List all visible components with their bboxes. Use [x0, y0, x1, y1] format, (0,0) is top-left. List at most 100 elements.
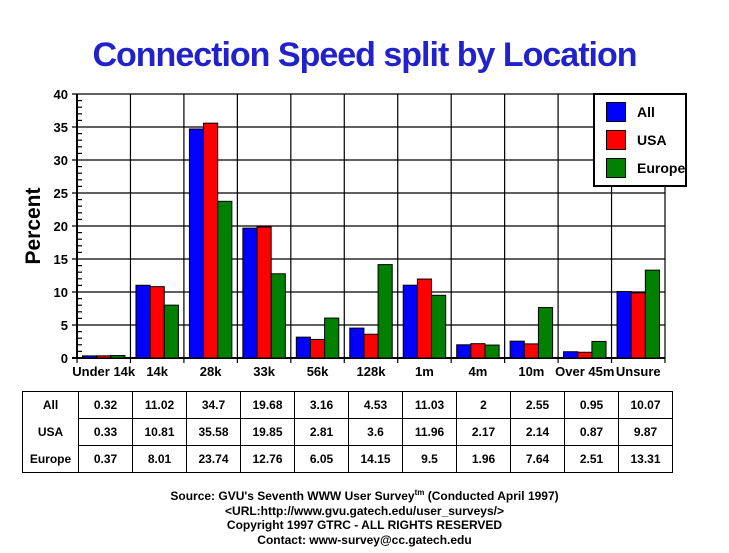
table-cell: 2.17 — [456, 418, 511, 446]
bar-europe-4m — [484, 344, 500, 359]
bar-usa-128k — [363, 333, 379, 359]
bar-all-56k — [295, 336, 311, 359]
table-cell: 0.32 — [78, 391, 133, 419]
table-cell: 13.31 — [618, 445, 673, 473]
bar-all-4m — [456, 344, 472, 359]
legend-swatch-usa — [606, 130, 626, 150]
table-cell: 19.85 — [240, 418, 295, 446]
bar-usa-under-14k — [96, 355, 112, 359]
bar-europe-33k — [270, 273, 286, 359]
x-tick-label: 28k — [200, 364, 222, 379]
table-cell: 0.87 — [564, 418, 619, 446]
table-cell: 8.01 — [132, 445, 187, 473]
bar-europe-56k — [324, 317, 340, 359]
table-cell: 12.76 — [240, 445, 295, 473]
table-cell: 2.81 — [294, 418, 349, 446]
footer-trademark-sup: tm — [414, 488, 425, 497]
x-tick-label: 128k — [357, 364, 387, 379]
table-cell: 19.68 — [240, 391, 295, 419]
table-cell: 3.16 — [294, 391, 349, 419]
table-cell: 0.95 — [564, 391, 619, 419]
bar-all-33k — [242, 227, 258, 359]
bar-usa-1m — [416, 278, 433, 359]
table-cell: 9.87 — [618, 418, 673, 446]
bar-all-10m — [509, 340, 525, 359]
table-cell: 1.96 — [456, 445, 511, 473]
table-cell: 11.96 — [402, 418, 457, 446]
x-tick-label: 14k — [146, 364, 168, 379]
table-cell: 2.14 — [510, 418, 565, 446]
legend-item-all: All — [606, 102, 681, 122]
table-cell: 9.5 — [402, 445, 457, 473]
bar-all-under-14k — [82, 355, 98, 359]
chart-legend: All USA Europe — [593, 93, 687, 187]
y-tick-label: 30 — [54, 153, 68, 168]
bar-europe-10m — [537, 307, 554, 359]
table-row: All 0.32 11.02 34.7 19.68 3.16 4.53 11.03 2 2.55 0… — [22, 391, 673, 419]
bar-all-28k — [188, 128, 205, 359]
bar-europe-28k — [217, 200, 233, 359]
x-tick-label: 33k — [253, 364, 275, 379]
legend-swatch-all — [606, 102, 626, 122]
table-row-label: All — [22, 391, 79, 419]
footer-url-line: <URL:http://www.gvu.gatech.edu/user_surv… — [225, 503, 504, 518]
bar-all-128k — [349, 327, 365, 359]
x-tick-label: Unsure — [616, 364, 661, 379]
bar-usa-unsure — [630, 292, 646, 359]
x-tick-label: 10m — [518, 364, 544, 379]
chart-title: Connection Speed split by Location — [92, 36, 637, 74]
table-cell: 11.02 — [132, 391, 187, 419]
legend-item-europe: Europe — [606, 158, 685, 178]
y-tick-label: 40 — [54, 87, 68, 102]
table-cell: 2.55 — [510, 391, 565, 419]
footer-source-prefix: Source: GVU's Seventh WWW User Survey — [170, 489, 415, 503]
bar-europe-128k — [377, 264, 393, 359]
footer-source-line: Source: GVU's Seventh WWW User Surveytm … — [0, 486, 729, 504]
bar-usa-4m — [470, 343, 486, 359]
bar-all-over-45m — [563, 351, 579, 359]
table-cell: 35.58 — [186, 418, 241, 446]
y-tick-label: 25 — [54, 186, 68, 201]
bar-all-1m — [402, 284, 418, 359]
table-cell: 0.33 — [78, 418, 133, 446]
bar-all-14k — [135, 284, 151, 359]
table-cell: 2 — [456, 391, 511, 419]
table-cell: 7.64 — [510, 445, 565, 473]
bar-usa-28k — [203, 122, 219, 359]
y-tick-label: 20 — [54, 219, 68, 234]
table-row: USA 0.33 10.81 35.58 19.85 2.81 3.6 11.96 2.17 2.… — [22, 418, 673, 446]
bar-usa-over-45m — [577, 351, 593, 359]
footer-source-suffix: (Conducted April 1997) — [424, 489, 559, 503]
bar-europe-under-14k — [110, 355, 126, 359]
legend-swatch-europe — [606, 158, 626, 178]
y-tick-label: 10 — [54, 285, 68, 300]
bar-usa-14k — [149, 286, 165, 359]
table-cell: 6.05 — [294, 445, 349, 473]
table-row-label: USA — [22, 418, 79, 446]
footer-copyright-line: Copyright 1997 GTRC - ALL RIGHTS RESERVE… — [226, 518, 503, 532]
x-tick-label: Under 14k — [72, 364, 136, 379]
bar-usa-10m — [523, 343, 539, 359]
bar-europe-1m — [431, 294, 447, 359]
table-cell: 10.07 — [618, 391, 673, 419]
bar-usa-56k — [309, 338, 326, 359]
table-cell: 0.37 — [78, 445, 133, 473]
legend-item-usa: USA — [606, 130, 681, 150]
table-cell: 2.51 — [564, 445, 619, 473]
table-cell: 11.03 — [402, 391, 457, 419]
bar-europe-14k — [163, 304, 179, 359]
table-cell: 4.53 — [348, 391, 403, 419]
table-cell: 3.6 — [348, 418, 403, 446]
bar-europe-over-45m — [591, 340, 607, 359]
y-axis-title: Percent — [22, 187, 45, 264]
table-cell: 34.7 — [186, 391, 241, 419]
x-tick-label: 56k — [307, 364, 329, 379]
table-row: Europe 0.37 8.01 23.74 12.76 6.05 14.15 9.5 1.96… — [22, 445, 673, 473]
table-cell: 10.81 — [132, 418, 187, 446]
footer: Source: GVU's Seventh WWW User Surveytm … — [0, 486, 729, 547]
footer-contact-line: Contact: www-survey@cc.gatech.edu — [257, 532, 472, 547]
y-tick-label: 15 — [54, 252, 68, 267]
bar-europe-unsure — [644, 269, 661, 359]
